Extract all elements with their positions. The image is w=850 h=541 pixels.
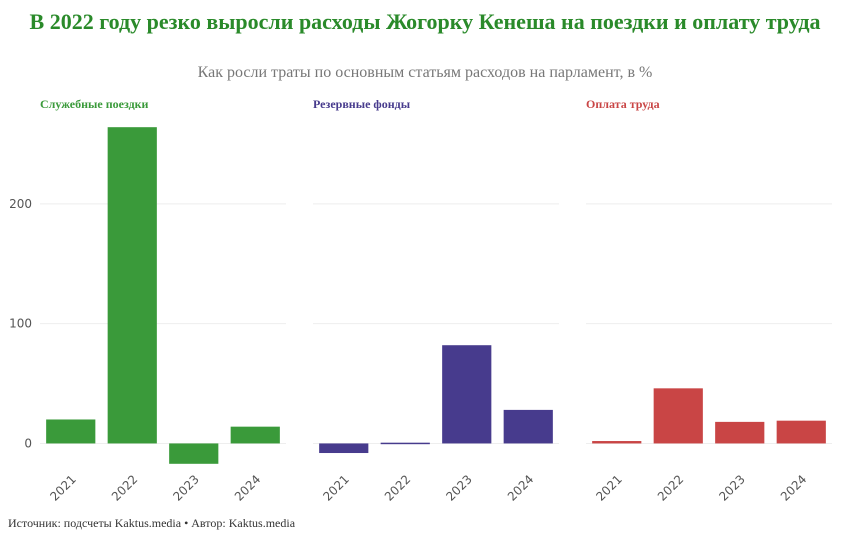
- bar: [230, 426, 280, 444]
- panel-title: Оплата труда: [586, 97, 660, 111]
- x-tick-label: 2021: [593, 472, 624, 503]
- panel-title: Резервные фонды: [313, 97, 411, 111]
- bar: [46, 419, 96, 444]
- bar: [653, 388, 703, 444]
- chart-subtitle: Как росли траты по основным статьям расх…: [197, 64, 653, 81]
- x-tick-label: 2022: [382, 472, 413, 503]
- bar: [776, 420, 826, 444]
- y-tick-label: 200: [9, 197, 32, 211]
- bar: [592, 441, 642, 444]
- panel-title: Служебные поездки: [40, 97, 149, 111]
- x-tick-label: 2024: [778, 472, 809, 503]
- bar: [442, 345, 492, 444]
- x-tick-label: 2022: [655, 472, 686, 503]
- x-tick-label: 2024: [505, 472, 536, 503]
- x-tick-label: 2023: [170, 472, 201, 503]
- bar: [107, 127, 157, 444]
- bar: [715, 421, 765, 444]
- x-tick-label: 2021: [320, 472, 351, 503]
- x-tick-label: 2024: [232, 472, 263, 503]
- y-tick-label: 100: [9, 317, 32, 331]
- chart-title: В 2022 году резко выросли расходы Жогорк…: [29, 9, 821, 34]
- x-tick-label: 2023: [716, 472, 747, 503]
- bar: [380, 442, 430, 445]
- x-tick-label: 2023: [443, 472, 474, 503]
- bar: [319, 443, 369, 454]
- bar: [169, 443, 219, 464]
- x-tick-label: 2021: [47, 472, 78, 503]
- y-tick-label: 0: [24, 436, 32, 450]
- x-tick-label: 2022: [109, 472, 140, 503]
- source-note: Источник: подсчеты Kaktus.media • Автор:…: [8, 516, 296, 530]
- bar: [503, 409, 553, 444]
